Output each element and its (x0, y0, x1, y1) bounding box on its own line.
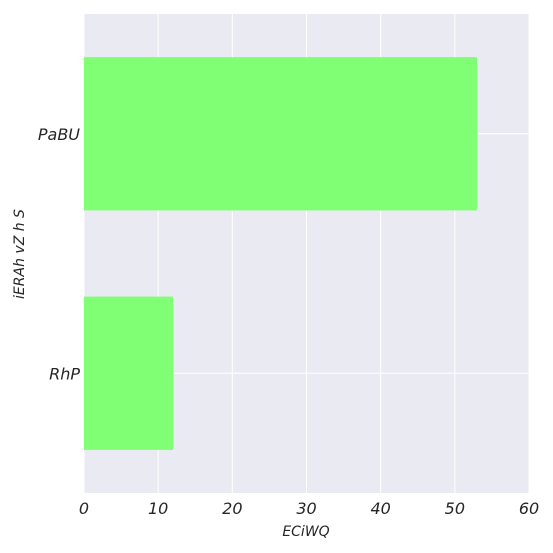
x-tick-label-5: 50 (445, 499, 465, 518)
y-tick-label-pabu: PaBU (38, 125, 80, 144)
x-tick-label-3: 30 (296, 499, 316, 518)
y-axis-label: iERAh vZ h S (12, 209, 28, 299)
y-tick-labels: PaBU RhP (38, 125, 80, 384)
x-axis-label: ECiWQ (282, 524, 329, 540)
x-tick-label-6: 60 (519, 499, 539, 518)
x-tick-label-2: 20 (222, 499, 242, 518)
x-tick-label-4: 40 (370, 499, 390, 518)
bar-rhp (84, 296, 173, 450)
x-tick-labels: 0 10 20 30 40 50 60 (79, 499, 539, 518)
x-tick-label-0: 0 (79, 499, 89, 518)
x-tick-label-1: 10 (148, 499, 168, 518)
y-tick-label-rhp: RhP (49, 364, 80, 383)
bar-pabu (84, 57, 478, 211)
bars (84, 57, 478, 450)
